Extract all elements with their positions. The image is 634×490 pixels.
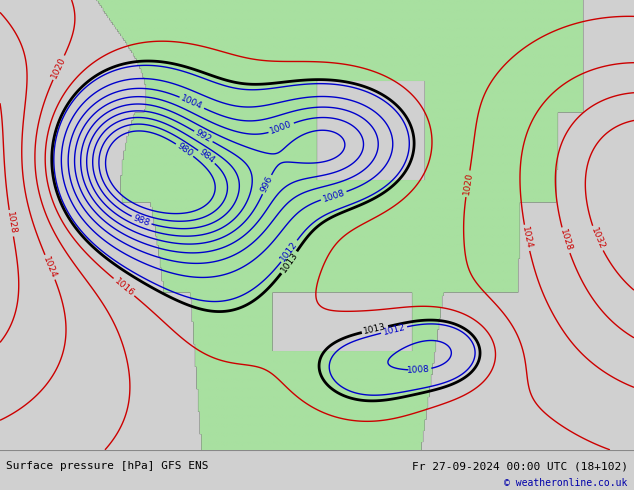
Text: Fr 27-09-2024 00:00 UTC (18+102): Fr 27-09-2024 00:00 UTC (18+102) bbox=[411, 461, 628, 471]
Text: 1004: 1004 bbox=[179, 94, 204, 111]
Text: 1016: 1016 bbox=[112, 276, 136, 298]
Text: 984: 984 bbox=[197, 148, 216, 166]
Text: 1024: 1024 bbox=[42, 255, 58, 279]
Text: 1000: 1000 bbox=[269, 120, 294, 136]
Text: 1008: 1008 bbox=[321, 188, 346, 203]
Text: 1028: 1028 bbox=[5, 211, 18, 235]
Text: 1020: 1020 bbox=[462, 172, 474, 196]
Text: 992: 992 bbox=[194, 128, 213, 145]
Text: 996: 996 bbox=[259, 175, 275, 194]
Text: 1013: 1013 bbox=[363, 322, 387, 336]
Text: 980: 980 bbox=[175, 141, 195, 159]
Text: Surface pressure [hPa] GFS ENS: Surface pressure [hPa] GFS ENS bbox=[6, 461, 209, 471]
Text: 1012: 1012 bbox=[382, 323, 406, 337]
Text: 1028: 1028 bbox=[558, 228, 573, 252]
Text: 1008: 1008 bbox=[406, 365, 430, 375]
Text: 1020: 1020 bbox=[49, 55, 68, 80]
Text: 1013: 1013 bbox=[279, 250, 299, 274]
Text: © weatheronline.co.uk: © weatheronline.co.uk bbox=[504, 478, 628, 488]
Text: 988: 988 bbox=[132, 213, 151, 228]
Text: 1012: 1012 bbox=[279, 239, 300, 263]
Text: 1032: 1032 bbox=[589, 226, 606, 250]
Text: 1024: 1024 bbox=[521, 226, 534, 250]
